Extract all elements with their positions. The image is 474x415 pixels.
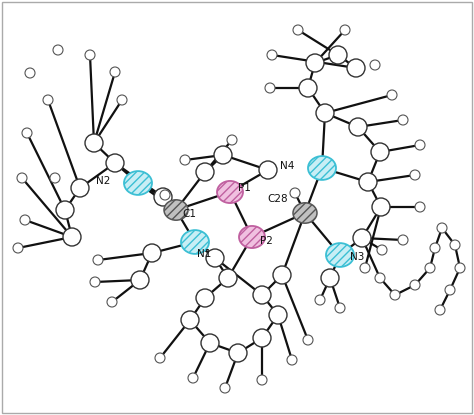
Ellipse shape xyxy=(430,243,440,253)
Ellipse shape xyxy=(273,266,291,284)
Ellipse shape xyxy=(265,83,275,93)
Ellipse shape xyxy=(269,306,287,324)
Ellipse shape xyxy=(181,311,199,329)
Ellipse shape xyxy=(71,179,89,197)
Ellipse shape xyxy=(25,68,35,78)
Ellipse shape xyxy=(290,188,300,198)
Ellipse shape xyxy=(17,173,27,183)
Text: N4: N4 xyxy=(280,161,294,171)
Ellipse shape xyxy=(206,249,224,267)
Ellipse shape xyxy=(299,79,317,97)
Ellipse shape xyxy=(450,240,460,250)
Ellipse shape xyxy=(316,104,334,122)
Ellipse shape xyxy=(143,244,161,262)
Ellipse shape xyxy=(253,329,271,347)
Ellipse shape xyxy=(43,95,53,105)
Ellipse shape xyxy=(217,181,243,203)
Text: C1: C1 xyxy=(182,209,196,219)
Ellipse shape xyxy=(293,25,303,35)
Ellipse shape xyxy=(22,128,32,138)
Ellipse shape xyxy=(131,271,149,289)
Ellipse shape xyxy=(308,156,336,180)
Ellipse shape xyxy=(106,154,124,172)
Ellipse shape xyxy=(257,375,267,385)
Ellipse shape xyxy=(56,201,74,219)
Ellipse shape xyxy=(370,60,380,70)
Text: P2: P2 xyxy=(260,236,273,246)
Ellipse shape xyxy=(155,353,165,363)
Ellipse shape xyxy=(253,286,271,304)
Ellipse shape xyxy=(13,243,23,253)
Ellipse shape xyxy=(20,215,30,225)
Ellipse shape xyxy=(154,188,172,206)
Text: C28: C28 xyxy=(267,194,288,204)
Ellipse shape xyxy=(214,146,232,164)
Ellipse shape xyxy=(398,115,408,125)
Ellipse shape xyxy=(85,50,95,60)
Ellipse shape xyxy=(160,190,170,200)
Ellipse shape xyxy=(227,135,237,145)
Ellipse shape xyxy=(303,335,313,345)
Text: P1: P1 xyxy=(238,183,251,193)
Ellipse shape xyxy=(455,263,465,273)
Ellipse shape xyxy=(398,235,408,245)
Ellipse shape xyxy=(306,54,324,72)
Ellipse shape xyxy=(93,255,103,265)
Ellipse shape xyxy=(259,161,277,179)
Ellipse shape xyxy=(377,245,387,255)
Ellipse shape xyxy=(124,171,152,195)
Text: N3: N3 xyxy=(350,252,365,262)
Ellipse shape xyxy=(390,290,400,300)
Ellipse shape xyxy=(335,303,345,313)
Ellipse shape xyxy=(110,67,120,77)
Ellipse shape xyxy=(415,202,425,212)
Ellipse shape xyxy=(201,334,219,352)
Ellipse shape xyxy=(347,59,365,77)
Ellipse shape xyxy=(425,263,435,273)
Ellipse shape xyxy=(180,155,190,165)
Ellipse shape xyxy=(181,230,209,254)
Ellipse shape xyxy=(321,269,339,287)
Ellipse shape xyxy=(387,90,397,100)
Ellipse shape xyxy=(63,228,81,246)
Ellipse shape xyxy=(410,280,420,290)
Ellipse shape xyxy=(219,269,237,287)
Ellipse shape xyxy=(326,243,354,267)
Text: N1: N1 xyxy=(197,249,211,259)
Ellipse shape xyxy=(53,45,63,55)
Ellipse shape xyxy=(340,25,350,35)
Ellipse shape xyxy=(415,140,425,150)
Ellipse shape xyxy=(220,383,230,393)
Ellipse shape xyxy=(315,295,325,305)
Ellipse shape xyxy=(375,273,385,283)
Ellipse shape xyxy=(360,263,370,273)
Ellipse shape xyxy=(293,203,317,223)
Ellipse shape xyxy=(445,285,455,295)
Ellipse shape xyxy=(372,198,390,216)
Ellipse shape xyxy=(349,118,367,136)
Ellipse shape xyxy=(107,297,117,307)
Ellipse shape xyxy=(196,163,214,181)
Ellipse shape xyxy=(435,305,445,315)
Ellipse shape xyxy=(359,173,377,191)
Ellipse shape xyxy=(164,200,188,220)
Ellipse shape xyxy=(229,344,247,362)
Ellipse shape xyxy=(410,170,420,180)
Ellipse shape xyxy=(90,277,100,287)
Ellipse shape xyxy=(50,173,60,183)
Ellipse shape xyxy=(117,95,127,105)
Ellipse shape xyxy=(188,373,198,383)
Text: N2: N2 xyxy=(96,176,110,186)
Ellipse shape xyxy=(371,143,389,161)
Ellipse shape xyxy=(353,229,371,247)
Ellipse shape xyxy=(85,134,103,152)
Ellipse shape xyxy=(437,223,447,233)
Ellipse shape xyxy=(267,50,277,60)
Ellipse shape xyxy=(329,46,347,64)
Ellipse shape xyxy=(196,289,214,307)
Ellipse shape xyxy=(287,355,297,365)
Ellipse shape xyxy=(239,226,265,248)
